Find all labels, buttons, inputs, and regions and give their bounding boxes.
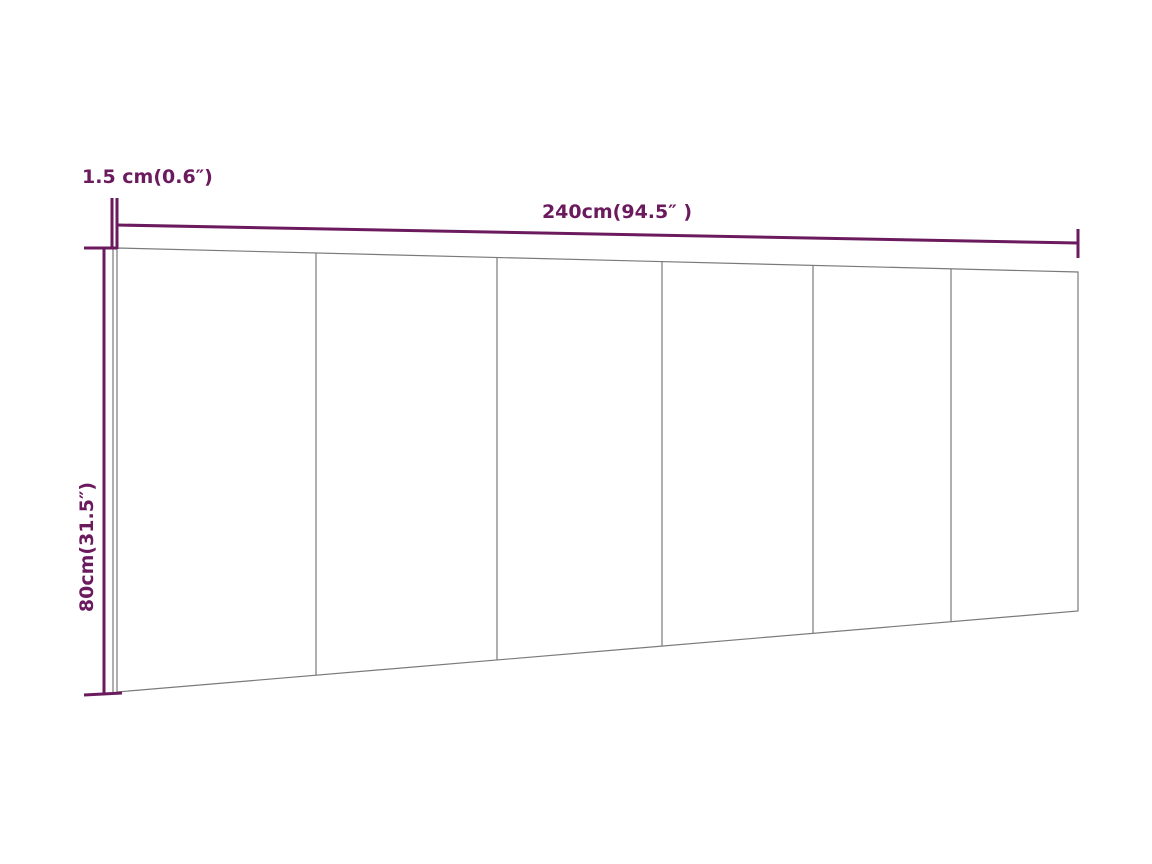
thickness-label: 1.5 cm(0.6″) — [82, 166, 213, 188]
width-dimension-line — [116, 223, 1079, 245]
headboard-panel — [112, 247, 1079, 693]
width-label: 240cm(94.5″ ) — [542, 201, 692, 223]
panel-outline — [116, 247, 1079, 693]
height-bottom-tick — [83, 691, 123, 697]
dimension-lines — [83, 198, 1080, 697]
height-label: 80cm(31.5″) — [76, 482, 98, 612]
